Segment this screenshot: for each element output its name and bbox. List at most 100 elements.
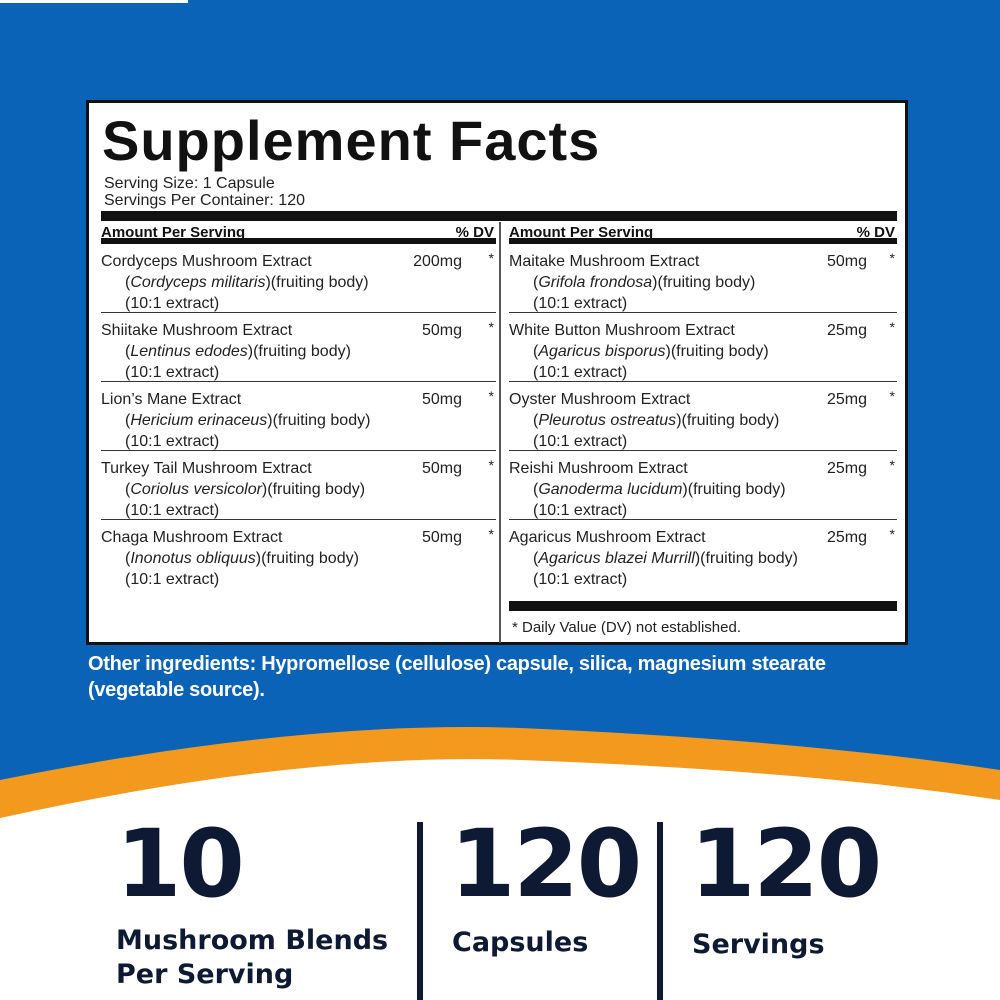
column-divider [499,222,501,643]
ingredient-amount: 50mg [421,391,462,408]
source-open: ( [533,343,539,360]
servings-per-container: Servings Per Container: 120 [104,192,305,209]
stat-blends-label-line1: Mushroom Blends [116,925,389,956]
extract-ratio: (10:1 extract) [533,433,628,450]
extract-ratio: (10:1 extract) [533,571,628,588]
scientific-name: Cordyceps militaris [130,274,266,291]
extract-ratio: (10:1 extract) [125,433,220,450]
ingredient-name: Maitake Mushroom Extract [509,253,700,270]
footnote-divider-bar [509,601,897,611]
ingredient-amount: 50mg [826,253,867,270]
dv-asterisk: * [889,319,895,335]
source-part: )(fruiting body) [261,481,366,498]
ingredient-source: (Pleurotus ostreatus)(fruiting body) [533,411,779,430]
ingredient-name: Reishi Mushroom Extract [509,460,688,477]
column-header: Amount Per Serving % DV [509,222,897,244]
ingredient-row: Cordyceps Mushroom Extract (Cordyceps mil… [101,244,496,313]
source-open: ( [125,481,131,498]
left-row-list: Cordyceps Mushroom Extract (Cordyceps mil… [101,244,496,589]
extract-ratio: (10:1 extract) [125,364,220,381]
top-divider-bar [101,211,897,221]
ingredient-name: Lion’s Mane Extract [101,391,242,408]
extract-ratio: (10:1 extract) [125,295,220,312]
right-row-list: Maitake Mushroom Extract (Grifola frondos… [509,244,897,589]
stat-blends-label-line2: Per Serving [116,959,294,990]
column-header: Amount Per Serving % DV [101,222,496,244]
stat-servings-label: Servings [692,929,825,960]
ingredient-source: (Coriolus versicolor)(fruiting body) [125,480,365,499]
ingredient-amount: 25mg [826,391,867,408]
stat-divider [657,822,663,1000]
ingredient-row: Maitake Mushroom Extract (Grifola frondos… [509,244,897,313]
left-column: Amount Per Serving % DV Cordyceps Mushro… [101,222,496,589]
ingredient-source: (Agaricus bisporus)(fruiting body) [533,342,769,361]
source-open: ( [533,412,539,429]
ingredient-row: Chaga Mushroom Extract (Inonotus obliquus… [101,520,496,589]
source-part: )(fruiting body) [247,343,351,360]
dv-asterisk: * [889,526,895,542]
ingredient-amount: 25mg [826,460,867,477]
dv-asterisk: * [488,388,494,404]
ingredient-row: Shiitake Mushroom Extract (Lentinus edode… [101,313,496,382]
ingredient-name: White Button Mushroom Extract [509,322,735,339]
ingredient-amount: 50mg [421,529,462,546]
ingredient-row: Oyster Mushroom Extract (Pleurotus ostrea… [509,382,897,451]
ingredient-row: White Button Mushroom Extract (Agaricus b… [509,313,897,382]
ingredient-name: Chaga Mushroom Extract [101,529,283,546]
ingredient-name: Shiitake Mushroom Extract [101,322,293,339]
ingredient-row: Agaricus Mushroom Extract (Agaricus blaze… [509,520,897,589]
ingredient-source: (Hericium erinaceus)(fruiting body) [125,411,370,430]
ingredient-name: Oyster Mushroom Extract [509,391,691,408]
other-ingredients: Other ingredients: Hypromellose (cellulo… [88,653,826,701]
ingredient-amount: 50mg [421,460,462,477]
ingredient-name: Agaricus Mushroom Extract [509,529,706,546]
extract-ratio: (10:1 extract) [533,502,628,519]
scientific-name: Agaricus bisporus [538,343,666,360]
source-part: )(fruiting body) [694,550,798,567]
source-part: )(fruiting body) [682,481,786,498]
right-column: Amount Per Serving % DV Maitake Mushroom… [509,222,897,589]
corner-strip [0,0,188,3]
dv-label: % DV [856,224,895,241]
source-part: )(fruiting body) [267,412,371,429]
dv-asterisk: * [488,319,494,335]
ingredient-amount: 25mg [826,322,867,339]
dv-label: % DV [455,224,494,241]
scientific-name: Ganoderma lucidum [538,481,683,498]
stat-servings-value: 120 [690,810,882,919]
ingredient-amount: 50mg [421,322,462,339]
source-part: )(fruiting body) [676,412,780,429]
scientific-name: Agaricus blazei Murrill [538,550,695,567]
dv-asterisk: * [889,250,895,266]
amount-per-serving-label: Amount Per Serving [101,224,246,241]
dv-asterisk: * [889,457,895,473]
ingredient-row: Turkey Tail Mushroom Extract (Coriolus ve… [101,451,496,520]
dv-asterisk: * [488,526,494,542]
ingredient-amount: 25mg [826,529,867,546]
dv-footnote: * Daily Value (DV) not established. [512,619,741,636]
amount-per-serving-label: Amount Per Serving [509,224,654,241]
ingredient-source: (Cordyceps militaris)(fruiting body) [125,273,369,292]
stat-capsules-value: 120 [450,810,642,919]
source-open: ( [125,550,131,567]
ingredient-source: (Grifola frondosa)(fruiting body) [533,273,755,292]
dv-asterisk: * [488,457,494,473]
ingredient-source: (Inonotus obliquus)(fruiting body) [125,549,359,568]
stat-capsules-label: Capsules [452,927,589,958]
source-open: ( [125,412,131,429]
ingredient-name: Turkey Tail Mushroom Extract [101,460,312,477]
ingredient-row: Lion’s Mane Extract (Hericium erinaceus)(… [101,382,496,451]
ingredient-amount: 200mg [413,253,462,270]
source-part: )(fruiting body) [255,550,359,567]
scientific-name: Lentinus edodes [130,343,248,360]
source-part: )(fruiting body) [665,343,769,360]
dv-asterisk: * [889,388,895,404]
facts-title: Supplement Facts [102,109,601,172]
source-open: ( [533,274,539,291]
scientific-name: Coriolus versicolor [130,481,262,498]
source-part: )(fruiting body) [652,274,756,291]
source-open: ( [125,343,131,360]
stat-blends-value: 10 [116,810,245,919]
source-open: ( [125,274,131,291]
extract-ratio: (10:1 extract) [125,571,220,588]
